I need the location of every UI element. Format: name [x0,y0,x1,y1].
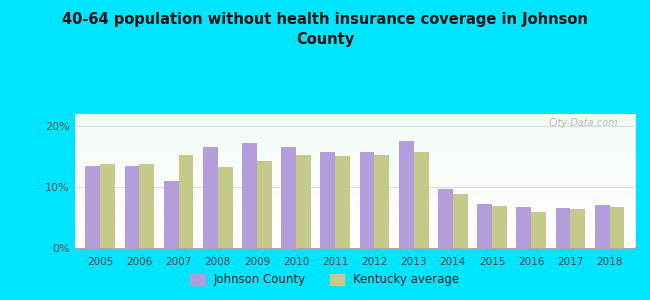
Bar [453,194,468,247]
Bar [320,152,335,248]
Text: 40-64 population without health insurance coverage in Johnson
County: 40-64 population without health insuranc… [62,12,588,47]
Bar [257,161,272,248]
Bar [374,155,389,248]
Bar [296,155,311,248]
Bar [359,152,374,248]
Bar [179,155,194,248]
Bar [438,189,453,247]
Bar [610,207,625,248]
Bar [139,164,154,248]
Bar [335,157,350,247]
Bar [477,204,492,248]
Bar [516,207,531,248]
Bar [413,152,428,248]
Legend: Johnson County, Kentucky average: Johnson County, Kentucky average [186,269,464,291]
Bar [85,166,100,248]
Bar [281,147,296,248]
Bar [125,166,139,248]
Bar [100,164,115,248]
Bar [164,181,179,248]
Text: City-Data.com: City-Data.com [549,118,618,128]
Bar [531,212,546,247]
Bar [399,141,413,247]
Bar [203,147,218,248]
Bar [595,205,610,247]
Bar [571,209,585,247]
Bar [556,208,571,248]
Bar [492,206,507,248]
Bar [242,143,257,248]
Bar [218,167,233,247]
